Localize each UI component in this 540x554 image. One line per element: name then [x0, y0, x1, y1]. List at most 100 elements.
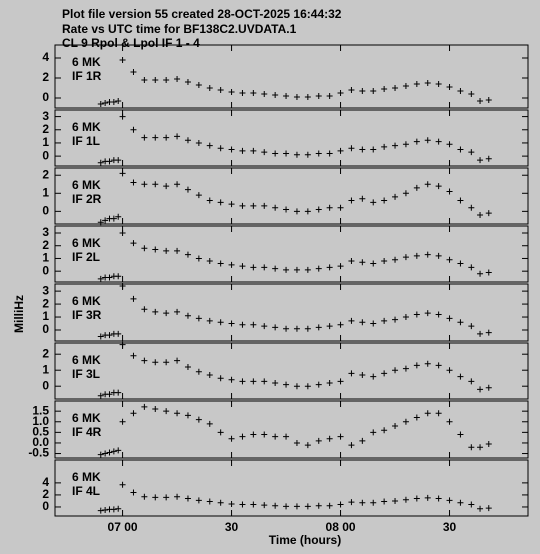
data-point [141, 134, 148, 141]
data-point [304, 151, 311, 158]
data-point [402, 141, 409, 148]
data-point [206, 498, 213, 505]
data-point [217, 319, 224, 326]
data-point [326, 264, 333, 271]
data-point [115, 213, 122, 220]
data-point [102, 100, 109, 106]
data-point [163, 247, 170, 254]
data-point [468, 204, 475, 211]
data-point [359, 146, 366, 153]
data-point [141, 306, 148, 313]
data-point [130, 240, 137, 247]
y-tick-label: 2 [42, 487, 49, 501]
data-point [174, 410, 181, 417]
data-point [119, 418, 126, 425]
data-point [217, 199, 224, 206]
data-point [392, 193, 399, 200]
data-point [184, 186, 191, 193]
data-point [337, 147, 344, 154]
data-point [163, 310, 170, 317]
data-point [152, 359, 159, 366]
data-point [348, 442, 355, 449]
data-point [217, 375, 224, 382]
data-point [195, 255, 202, 262]
data-point [195, 315, 202, 322]
data-point [102, 217, 109, 224]
data-point [174, 247, 181, 254]
data-point [228, 320, 235, 327]
data-point [424, 310, 431, 317]
data-point [97, 219, 104, 226]
data-point [102, 506, 109, 513]
data-point [217, 260, 224, 267]
data-point [457, 260, 464, 267]
data-point [348, 317, 355, 324]
panel-frame [54, 225, 529, 283]
data-point [184, 495, 191, 502]
data-point [435, 311, 442, 318]
data-point [261, 431, 268, 438]
data-point [381, 498, 388, 505]
data-point [261, 149, 268, 156]
data-point [119, 57, 126, 63]
panel-annotation: IF 4L [72, 484, 100, 498]
data-point [370, 320, 377, 327]
data-point [468, 323, 475, 330]
data-point [110, 448, 117, 455]
data-point [293, 383, 300, 390]
data-point [424, 80, 431, 86]
data-point [272, 265, 279, 272]
data-point [163, 408, 170, 415]
data-point [348, 87, 355, 93]
data-point [239, 378, 246, 385]
panel-annotation: 6 MK [72, 470, 101, 484]
data-point [293, 151, 300, 158]
data-point [283, 433, 290, 440]
y-tick-label: 2 [42, 346, 49, 360]
y-tick-label: 1.0 [32, 414, 49, 428]
data-point [315, 381, 322, 388]
data-point [206, 420, 213, 427]
data-point [97, 507, 104, 514]
data-point [315, 324, 322, 331]
data-point [174, 133, 181, 140]
x-tick-label: 30 [443, 520, 457, 534]
data-point [337, 433, 344, 440]
data-point [315, 265, 322, 272]
data-point [348, 370, 355, 377]
data-point [457, 88, 464, 94]
data-point [228, 261, 235, 268]
data-point [326, 150, 333, 157]
data-point [283, 381, 290, 388]
data-point [381, 427, 388, 434]
data-point [261, 91, 268, 97]
data-point [413, 495, 420, 502]
data-point [152, 181, 159, 188]
data-point [283, 503, 290, 510]
data-point [435, 252, 442, 259]
panel-annotation: IF 2R [72, 192, 102, 206]
data-point [272, 324, 279, 331]
data-point [359, 372, 366, 378]
data-point [97, 275, 104, 282]
data-point [239, 433, 246, 440]
y-tick-label: 0 [42, 263, 49, 277]
data-point [174, 308, 181, 315]
panel-annotation: 6 MK [72, 120, 101, 134]
data-point [206, 258, 213, 264]
data-point [477, 157, 484, 164]
data-point [468, 91, 475, 97]
data-point [304, 325, 311, 332]
data-point [381, 143, 388, 150]
panel-annotation: IF 3L [72, 367, 100, 381]
data-point [468, 378, 475, 385]
data-point [392, 497, 399, 504]
data-point [381, 197, 388, 204]
data-point [370, 199, 377, 206]
data-point [477, 211, 484, 218]
data-point [106, 332, 113, 339]
data-point [402, 190, 409, 197]
data-point [272, 433, 279, 440]
data-point [413, 311, 420, 318]
data-point [195, 192, 202, 199]
